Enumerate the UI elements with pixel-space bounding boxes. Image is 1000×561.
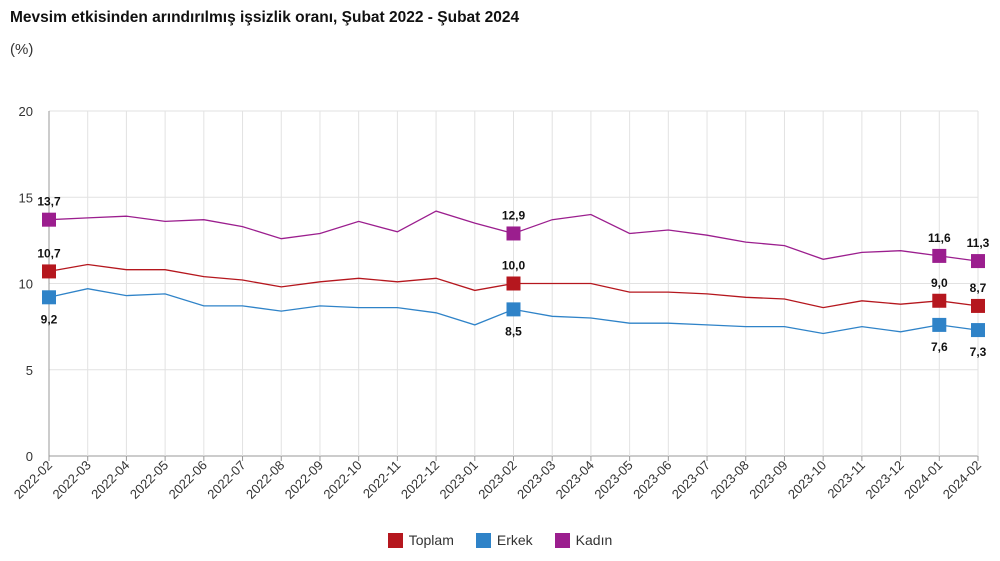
x-tick-label: 2023-09 bbox=[746, 458, 790, 502]
legend-item-toplam[interactable]: Toplam bbox=[387, 532, 454, 548]
x-tick-label: 2022-07 bbox=[204, 458, 248, 502]
data-point-marker bbox=[506, 226, 521, 241]
legend-item-erkek[interactable]: Erkek bbox=[475, 532, 533, 548]
x-tick-label: 2023-11 bbox=[824, 458, 868, 502]
data-point-marker bbox=[971, 323, 985, 338]
x-tick-label: 2024-02 bbox=[940, 458, 984, 502]
x-tick-label: 2022-09 bbox=[282, 458, 326, 502]
y-tick-label: 15 bbox=[19, 190, 33, 205]
x-tick-label: 2022-02 bbox=[11, 458, 55, 502]
x-tick-label: 2023-05 bbox=[591, 458, 635, 502]
x-tick-label: 2023-06 bbox=[630, 458, 674, 502]
data-label: 8,7 bbox=[970, 281, 987, 295]
data-point-marker bbox=[971, 298, 985, 313]
data-point-marker bbox=[42, 264, 56, 279]
data-label: 7,3 bbox=[970, 345, 987, 359]
x-tick-label: 2022-03 bbox=[49, 458, 93, 502]
x-tick-label: 2023-04 bbox=[553, 458, 597, 502]
data-label: 9,0 bbox=[931, 276, 948, 290]
data-point-marker bbox=[42, 290, 56, 305]
x-tick-label: 2024-01 bbox=[901, 458, 945, 502]
legend-swatch-erkek bbox=[475, 532, 491, 548]
y-tick-label: 20 bbox=[19, 104, 33, 119]
x-tick-label: 2023-12 bbox=[862, 458, 906, 502]
data-label: 11,3 bbox=[967, 236, 990, 250]
data-label: 11,6 bbox=[928, 231, 951, 245]
x-tick-label: 2022-11 bbox=[360, 458, 404, 502]
x-tick-label: 2022-10 bbox=[320, 458, 364, 502]
x-tick-label: 2023-02 bbox=[475, 458, 519, 502]
data-point-marker bbox=[971, 254, 985, 269]
x-tick-label: 2022-06 bbox=[166, 458, 210, 502]
data-point-marker bbox=[932, 248, 947, 263]
chart-subtitle: (%) bbox=[10, 41, 34, 58]
data-point-marker bbox=[506, 276, 521, 291]
chart-title: Mevsim etkisinden arındırılmış işsizlik … bbox=[10, 9, 520, 26]
data-label: 7,6 bbox=[931, 340, 948, 354]
data-point-marker bbox=[932, 317, 947, 332]
data-label: 12,9 bbox=[502, 208, 526, 222]
x-tick-label: 2022-04 bbox=[88, 458, 132, 502]
x-tick-label: 2022-12 bbox=[398, 458, 442, 502]
data-label: 13,7 bbox=[37, 195, 61, 209]
x-tick-label: 2023-01 bbox=[437, 458, 481, 502]
x-tick-label: 2023-08 bbox=[708, 458, 752, 502]
data-label: 9,2 bbox=[41, 312, 58, 326]
legend-swatch-toplam bbox=[387, 532, 403, 548]
data-point-marker bbox=[932, 293, 947, 308]
legend: Toplam Erkek Kadın bbox=[0, 532, 1000, 548]
x-tick-label: 2022-05 bbox=[127, 458, 171, 502]
y-tick-label: 5 bbox=[26, 363, 33, 378]
legend-label-erkek: Erkek bbox=[496, 532, 533, 548]
y-tick-label: 10 bbox=[19, 277, 33, 292]
legend-swatch-kadin bbox=[554, 532, 570, 548]
legend-label-toplam: Toplam bbox=[408, 532, 454, 548]
data-label: 10,7 bbox=[37, 246, 61, 260]
data-point-marker bbox=[42, 212, 56, 227]
legend-item-kadin[interactable]: Kadın bbox=[554, 532, 613, 548]
data-point-marker bbox=[506, 302, 521, 317]
x-tick-label: 2022-08 bbox=[243, 458, 287, 502]
data-label: 10,0 bbox=[502, 259, 526, 273]
line-chart: 051015202022-022022-032022-042022-052022… bbox=[11, 104, 990, 502]
x-tick-label: 2023-10 bbox=[785, 458, 829, 502]
legend-label-kadin: Kadın bbox=[575, 532, 613, 548]
x-tick-label: 2023-03 bbox=[514, 458, 558, 502]
y-tick-label: 0 bbox=[26, 449, 33, 464]
x-tick-label: 2023-07 bbox=[669, 458, 713, 502]
data-label: 8,5 bbox=[505, 324, 522, 338]
